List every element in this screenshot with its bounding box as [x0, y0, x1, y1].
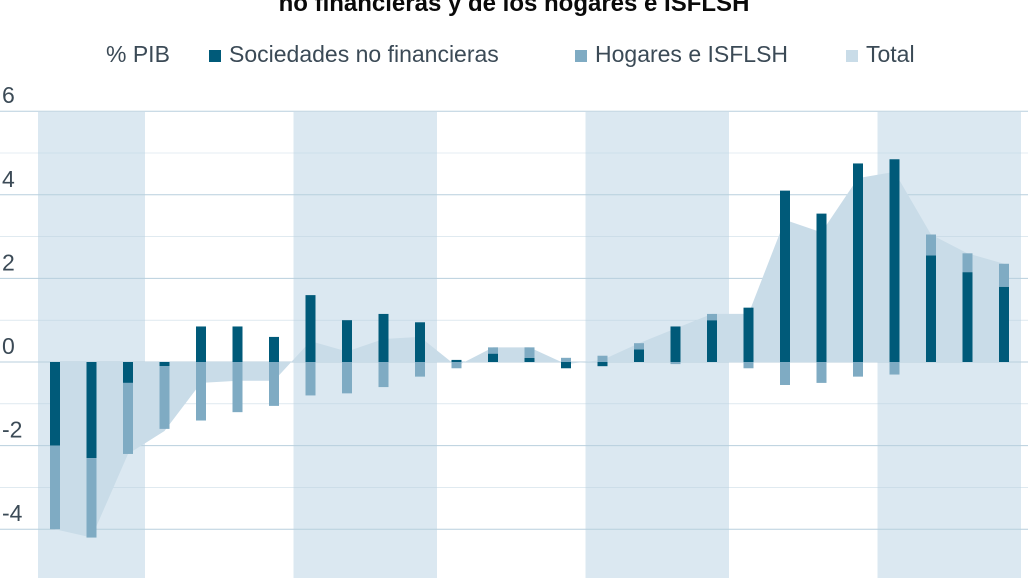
bar-sociedades-14: [561, 362, 571, 369]
legend-unit-label: % PIB: [106, 41, 170, 67]
bar-hogares-4: [196, 362, 206, 421]
bar-hogares-1: [86, 458, 97, 538]
y-tick-labels: 6 4 2 0 -2 -4: [2, 82, 23, 526]
bar-sociedades-19: [743, 307, 754, 362]
bar-hogares-6: [269, 362, 279, 406]
bar-hogares-3: [159, 366, 170, 429]
bar-sociedades-12: [488, 353, 498, 362]
bars-layer: [50, 159, 1009, 538]
bar-hogares-0: [50, 445, 60, 530]
bar-hogares-11: [451, 362, 462, 369]
bar-hogares-17: [670, 362, 681, 365]
bar-sociedades-25: [962, 272, 973, 362]
bar-hogares-10: [415, 362, 425, 377]
bar-hogares-8: [342, 362, 352, 394]
bar-sociedades-10: [415, 322, 425, 362]
bar-hogares-25: [962, 253, 973, 273]
bar-sociedades-9: [378, 313, 389, 362]
bar-sociedades-2: [123, 362, 133, 383]
legend: % PIB Sociedades no financieras Hogares …: [106, 41, 915, 67]
bar-sociedades-15: [597, 362, 608, 367]
bar-hogares-9: [378, 362, 389, 388]
bar-hogares-2: [123, 382, 133, 454]
bar-sociedades-0: [50, 362, 60, 446]
bar-sociedades-23: [889, 159, 900, 362]
bar-sociedades-8: [342, 320, 352, 362]
bar-hogares-22: [853, 362, 863, 377]
bar-sociedades-17: [670, 326, 681, 362]
bar-hogares-7: [305, 362, 316, 396]
bar-sociedades-6: [269, 336, 279, 362]
legend-swatch-total: [846, 50, 858, 62]
bar-sociedades-13: [524, 357, 535, 362]
bar-sociedades-18: [707, 320, 717, 362]
bar-hogares-23: [889, 362, 900, 375]
bar-sociedades-21: [816, 213, 827, 362]
bar-sociedades-7: [305, 295, 316, 362]
bar-hogares-24: [926, 234, 936, 256]
bar-hogares-15: [597, 355, 608, 362]
bar-sociedades-1: [86, 362, 97, 459]
bar-sociedades-4: [196, 326, 206, 362]
bar-sociedades-20: [780, 190, 790, 362]
bar-hogares-18: [707, 313, 717, 321]
y-tick-label-4: -2: [2, 417, 22, 443]
bar-hogares-20: [780, 362, 790, 385]
legend-label-corp: Sociedades no financieras: [229, 41, 499, 67]
bar-hogares-19: [743, 362, 754, 369]
bar-hogares-26: [999, 263, 1009, 287]
y-tick-label-5: -4: [2, 500, 23, 526]
bar-sociedades-24: [926, 255, 936, 362]
legend-label-total: Total: [866, 41, 915, 67]
legend-label-hogares: Hogares e ISFLSH: [595, 41, 788, 67]
bar-sociedades-16: [634, 349, 644, 362]
bar-hogares-14: [561, 357, 571, 362]
bar-hogares-13: [524, 347, 535, 358]
legend-swatch-hogares: [575, 50, 587, 62]
bar-sociedades-3: [159, 362, 170, 367]
y-tick-label-0: 6: [2, 82, 15, 108]
bar-sociedades-11: [451, 359, 462, 362]
bar-sociedades-22: [853, 163, 863, 362]
y-tick-label-3: 0: [2, 333, 15, 359]
bar-sociedades-5: [232, 326, 243, 362]
chart-title: no financieras y de los hogares e ISFLSH: [279, 0, 750, 17]
y-tick-label-1: 4: [2, 166, 15, 192]
y-tick-label-2: 2: [2, 249, 15, 275]
bar-sociedades-26: [999, 286, 1009, 362]
bar-hogares-16: [634, 343, 644, 350]
legend-swatch-corp: [209, 50, 221, 62]
bar-hogares-12: [488, 347, 498, 354]
bar-hogares-5: [232, 362, 243, 413]
bar-hogares-21: [816, 362, 827, 383]
